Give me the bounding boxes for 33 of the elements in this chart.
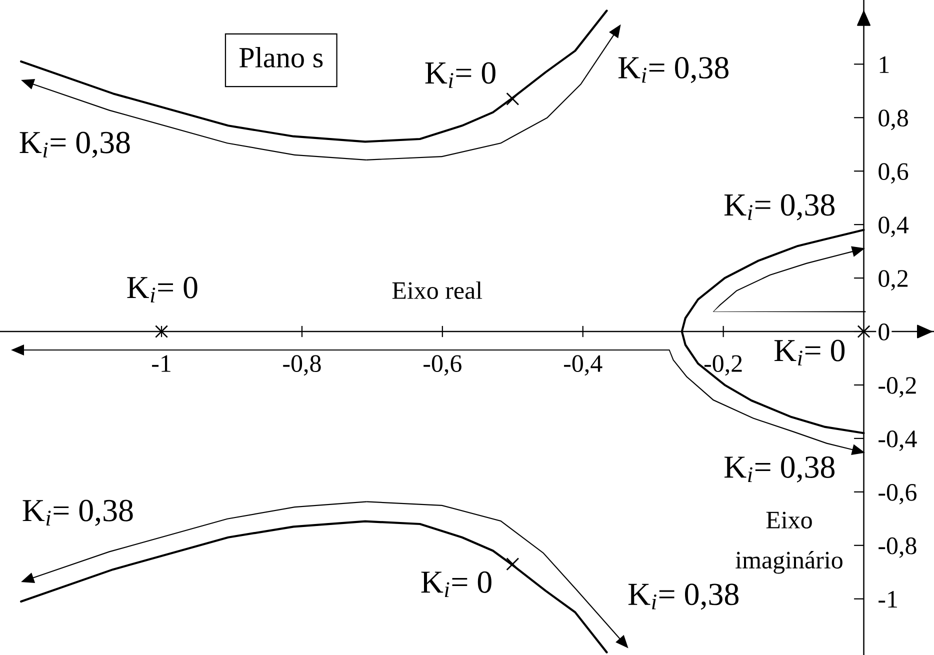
x-tick-label: -0,6	[424, 355, 462, 376]
y-tick-label: 1	[880, 56, 889, 73]
annotation: K$_{i}$= 0,38	[724, 456, 835, 483]
annotation: K$_{i}$= 0,38	[20, 132, 130, 158]
point	[155, 325, 168, 338]
annotation: K$_{i}$= 0	[421, 571, 492, 598]
point	[506, 92, 520, 106]
y-tick-label: 0	[878, 324, 890, 340]
annotation: K$_{i}$= 0,38	[724, 194, 835, 220]
y-axis-title: Eixo imaginário	[736, 512, 842, 574]
y-tick-label: 0,6	[878, 163, 908, 184]
annotation: K$_{i}$= 0,38	[628, 584, 738, 610]
x-axis-title: Eixo real	[392, 281, 482, 300]
y-tick-label: 0,2	[878, 270, 908, 291]
y-tick-label: -0,4	[878, 430, 917, 451]
text: Plano s	[239, 47, 323, 68]
y-tick-label: 0,8	[878, 110, 908, 130]
annotation: K$_{i}$= 0	[774, 340, 845, 366]
y-tick-label: -0,8	[878, 537, 916, 558]
y-tick-label: -0,6	[878, 484, 916, 504]
x-tick-label: -1	[152, 355, 170, 372]
point	[857, 325, 870, 338]
point	[506, 558, 520, 571]
x-tick-label: -0,4	[564, 355, 602, 376]
x-tick-label: -0,2	[704, 355, 742, 376]
y-tick-label: -1	[878, 591, 897, 608]
annotation: K$_{i}$= 0,38	[618, 56, 728, 84]
x-tick-label: -0,8	[283, 355, 321, 376]
y-tick-label: -0,2	[878, 377, 916, 398]
annotation: K$_{i}$= 0	[425, 62, 496, 88]
annotation: K$_{i}$= 0	[127, 276, 198, 302]
annotation: K$_{i}$= 0,38	[22, 500, 133, 526]
y-tick-label: 0,4	[878, 216, 909, 238]
